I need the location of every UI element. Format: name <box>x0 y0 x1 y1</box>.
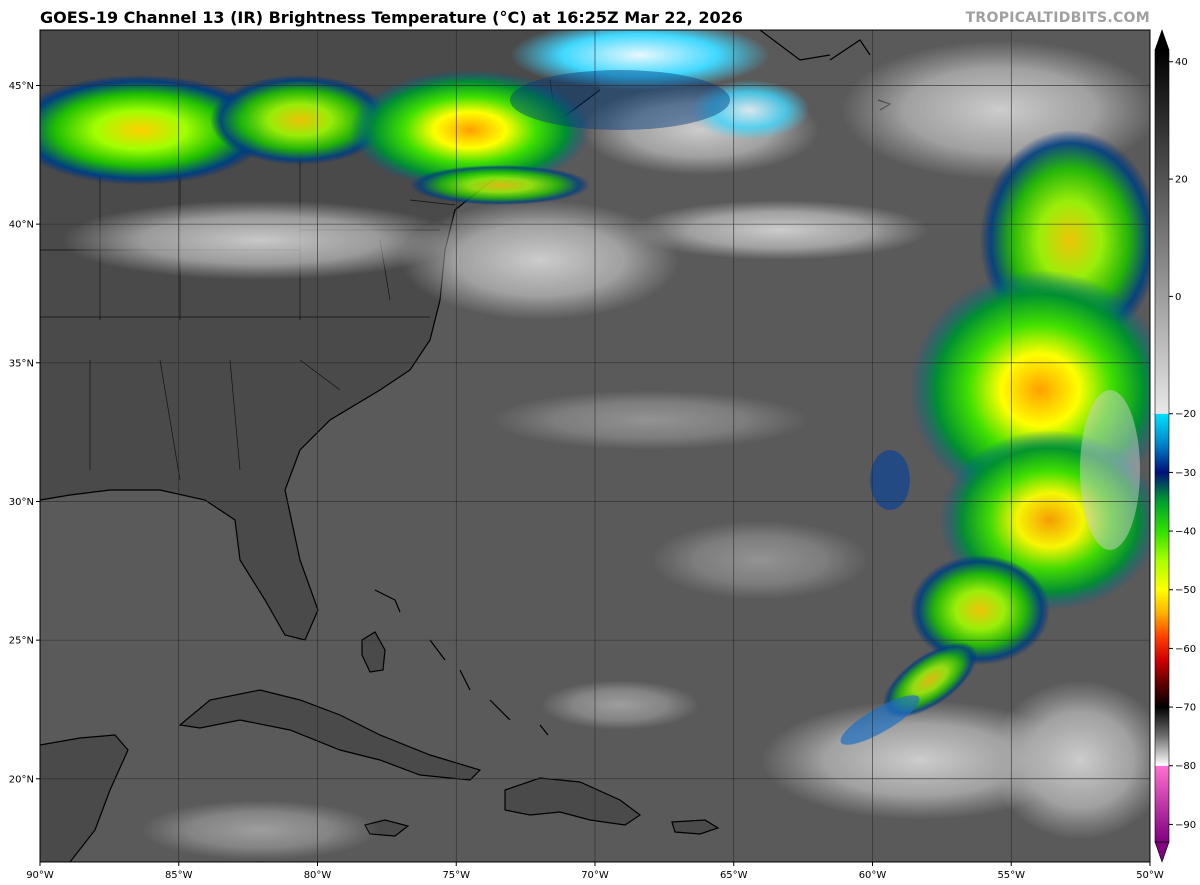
colorbar-label: 40 <box>1175 57 1188 68</box>
lat-label: 45°N <box>9 81 34 92</box>
colorbar-scale <box>1154 49 1170 843</box>
colorbar-label: 20 <box>1175 175 1188 186</box>
coastlines <box>40 30 892 862</box>
northern-storm-band <box>40 30 810 205</box>
land-puerto-rico <box>672 820 718 834</box>
lon-label: 70°W <box>581 870 609 881</box>
colorbar-label: −50 <box>1175 585 1196 596</box>
colorbar-label: 0 <box>1175 292 1181 303</box>
lon-label: 50°W <box>1136 870 1164 881</box>
lat-label: 40°N <box>9 220 34 231</box>
colorbar-label: −30 <box>1175 468 1196 479</box>
latitude-labels: 45°N 40°N 35°N 30°N 25°N 20°N <box>9 81 40 785</box>
lat-label: 25°N <box>9 636 34 647</box>
graticule <box>40 30 1150 862</box>
colorbar-label: −90 <box>1175 820 1196 831</box>
colorbar-label: −70 <box>1175 703 1196 714</box>
colorbar: 40 20 0 −20 −30 −40 −50 −60 −70 −80 −90 <box>1154 29 1196 863</box>
longitude-labels: 90°W 85°W 80°W 75°W 70°W 65°W 60°W 55°W 50°W <box>26 862 1164 881</box>
lon-label: 75°W <box>442 870 470 881</box>
map-area <box>40 30 1150 862</box>
map-title: GOES-19 Channel 13 (IR) Brightness Tempe… <box>40 8 743 27</box>
land-hispaniola <box>505 778 640 825</box>
lat-label: 20°N <box>9 774 34 785</box>
eastern-frontal-system <box>840 130 1150 745</box>
land-cuba <box>180 690 480 780</box>
colorbar-bottom-arrow <box>1154 841 1170 863</box>
colorbar-label: −80 <box>1175 761 1196 772</box>
colorbar-label: −40 <box>1175 527 1196 538</box>
land-bahamas <box>362 632 385 672</box>
lat-label: 35°N <box>9 358 34 369</box>
colorbar-label: −60 <box>1175 644 1196 655</box>
colorbar-top-arrow <box>1154 29 1170 51</box>
colorbar-label: −20 <box>1175 409 1196 420</box>
lon-label: 90°W <box>26 870 54 881</box>
lon-label: 65°W <box>720 870 748 881</box>
lat-label: 30°N <box>9 497 34 508</box>
lon-label: 55°W <box>997 870 1025 881</box>
land-yucatan <box>40 735 128 862</box>
lon-label: 80°W <box>304 870 332 881</box>
lon-label: 60°W <box>859 870 887 881</box>
lon-label: 85°W <box>165 870 193 881</box>
site-credit: TROPICALTIDBITS.COM <box>965 10 1150 26</box>
